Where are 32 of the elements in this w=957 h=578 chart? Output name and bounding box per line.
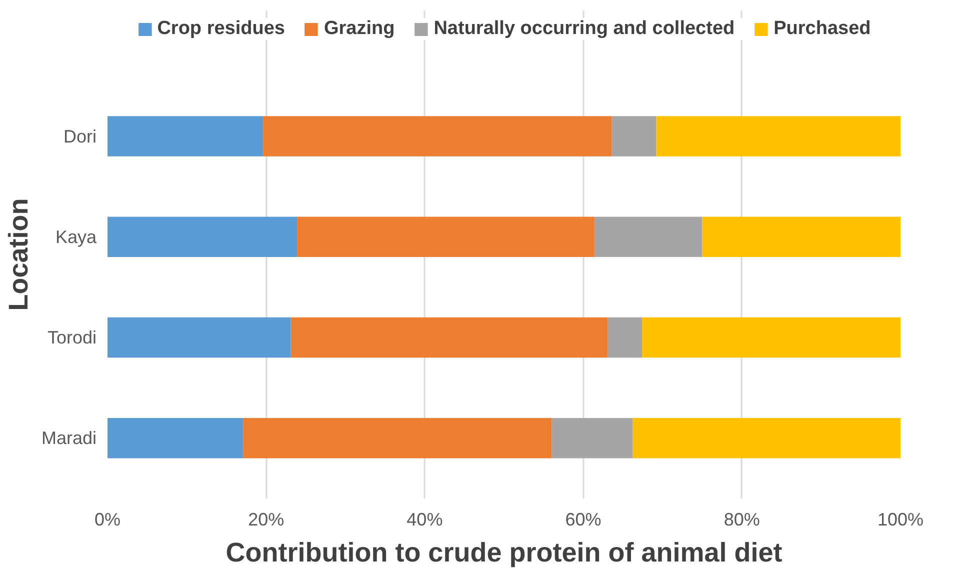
x-tick-label: 100% xyxy=(877,510,924,530)
y-tick-label: Kaya xyxy=(55,226,98,247)
bar xyxy=(108,418,244,458)
bar xyxy=(108,317,291,358)
bar xyxy=(612,116,656,156)
bar xyxy=(290,317,608,358)
legend-label: Grazing xyxy=(324,18,395,40)
bar xyxy=(608,317,642,358)
bar xyxy=(243,418,552,458)
bar xyxy=(702,216,900,258)
bar xyxy=(632,418,900,458)
x-tick-label: 40% xyxy=(406,510,443,530)
y-tick-label: Torodi xyxy=(47,328,97,348)
y-axis-title: Location xyxy=(3,198,34,311)
y-tick-label: Dori xyxy=(63,126,97,146)
bar xyxy=(108,116,263,156)
x-axis-title: Contribution to crude protein of animal diet xyxy=(226,538,782,568)
bar xyxy=(552,418,632,458)
bar xyxy=(642,317,900,358)
bar xyxy=(108,216,298,258)
bar xyxy=(594,216,702,258)
x-tick-label: 60% xyxy=(565,510,602,530)
legend-label: Naturally occurring and collected xyxy=(434,18,735,40)
y-tick-label: Maradi xyxy=(41,428,97,448)
bar xyxy=(656,116,900,156)
legend-label: Crop residues xyxy=(157,18,285,40)
bar xyxy=(262,116,612,156)
legend-label: Purchased xyxy=(774,18,871,40)
bar xyxy=(297,216,594,258)
x-tick-label: 20% xyxy=(248,510,284,530)
x-tick-label: 0% xyxy=(94,510,121,530)
x-tick-label: 80% xyxy=(724,510,760,530)
